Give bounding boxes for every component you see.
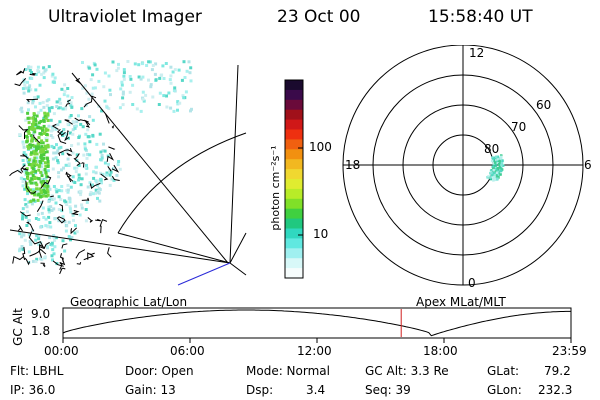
mlat-label-80: 80 <box>484 142 499 156</box>
time-tick-1200: 12:00 <box>297 344 332 358</box>
info-ip: IP: 36.0 <box>10 383 56 397</box>
time-tick-0000: 00:00 <box>44 344 79 358</box>
map-panel-label: Geographic Lat/Lon <box>70 295 188 309</box>
info-dsp-label: Dsp: <box>246 383 274 397</box>
info-dsp-value: 3.4 <box>306 383 326 397</box>
info-glon-label: GLon: <box>487 383 522 397</box>
alt-tick-9: 9.0 <box>31 307 51 321</box>
polar-emission-blob <box>486 154 505 182</box>
apex-mlat-mlt-label: Apex MLat/MLT <box>416 295 506 309</box>
mlt-label-18: 18 <box>345 158 360 172</box>
map-grid-lines <box>9 64 247 276</box>
auroral-emission-map <box>18 60 193 266</box>
time-label: 15:58:40 UT <box>428 7 533 27</box>
info-glon-value: 232.3 <box>538 383 573 397</box>
info-flt: Flt: LBHL <box>10 364 64 378</box>
date-label: 23 Oct 00 <box>277 7 361 27</box>
color-bar: photon cm⁻²s⁻¹ <box>269 79 304 279</box>
color-bar-scale <box>285 80 303 279</box>
mlt-label-6: 6 <box>584 158 592 172</box>
info-gain: Gain: 13 <box>125 383 176 397</box>
gc-alt-axis-label: GC Alt <box>11 308 25 346</box>
color-bar-unit-label: photon cm⁻²s⁻¹ <box>269 145 282 230</box>
time-tick-2359: 23:59 <box>552 344 587 358</box>
polar-plot: 12 6 18 0 60 70 80 <box>342 45 592 290</box>
altitude-strip <box>62 307 572 343</box>
altitude-strip-frame <box>62 307 572 339</box>
info-glat-value: 79.2 <box>544 364 571 378</box>
instrument-title: Ultraviolet Imager <box>48 7 202 27</box>
alt-tick-1-8: 1.8 <box>31 324 51 338</box>
coastline-outlines <box>9 68 120 275</box>
info-seq: Seq: 39 <box>365 383 411 397</box>
colorbar-tick-100: 100 <box>309 140 332 154</box>
mlat-label-60: 60 <box>536 98 551 112</box>
time-tick-0600: 06:00 <box>170 344 205 358</box>
info-door: Door: Open <box>125 364 194 378</box>
mlt-label-0: 0 <box>468 276 476 290</box>
info-gc-alt: GC Alt: 3.3 Re <box>365 364 449 378</box>
mlt-label-12: 12 <box>469 46 484 60</box>
mlat-label-70: 70 <box>511 120 526 134</box>
info-mode: Mode: Normal <box>246 364 330 378</box>
colorbar-tick-10: 10 <box>313 227 329 241</box>
time-tick-1800: 18:00 <box>423 344 458 358</box>
altitude-curve <box>62 309 571 337</box>
orbit-track-line <box>177 262 231 286</box>
info-glat-label: GLat: <box>487 364 520 378</box>
geographic-map <box>9 60 247 286</box>
